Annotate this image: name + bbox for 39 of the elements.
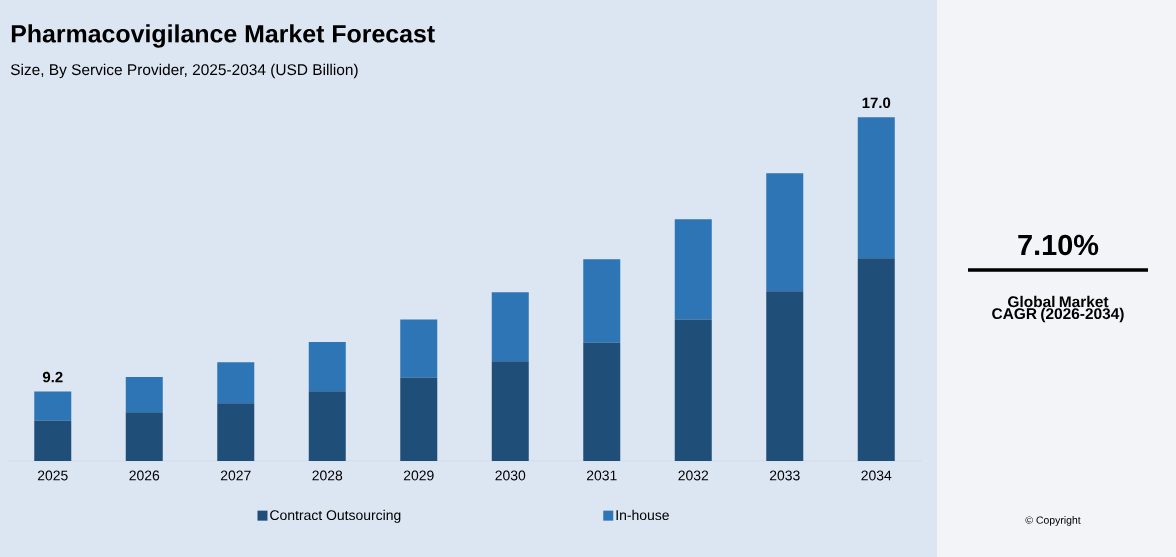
bar [308,391,346,461]
bar [857,117,895,259]
x-tick-label: 2031 [586,470,617,481]
x-tick-label: 2032 [678,470,709,481]
x-tick-label: 2029 [403,470,434,481]
bar [400,319,438,378]
bar [34,391,72,421]
bar [491,361,529,461]
legend-label: Contract Outsourcing [270,509,401,523]
bar [125,377,163,413]
bar [125,412,163,461]
x-tick-label: 2033 [769,470,800,481]
bar [34,420,72,461]
text: Global Market CAGR (2026-2034) [992,295,1124,323]
x-tick-label: 2034 [861,470,892,481]
x-tick-label: 2027 [220,470,251,481]
bar [674,219,712,320]
bar [583,259,621,343]
chart-subtitle: Size, By Service Provider, 2025-2034 (USD Billion) [10,63,358,79]
x-tick-label: 2026 [129,470,160,481]
annotation: 17.0 [862,97,891,109]
x-tick-label: 2030 [495,470,526,481]
bar [400,377,438,461]
bar [308,342,346,392]
bar [766,291,804,461]
x-tick-label: 2025 [37,470,68,481]
bar [766,173,804,292]
bar [217,362,255,404]
bar [491,292,529,362]
text: © Copyright [1025,516,1081,526]
bar [674,319,712,461]
annotation: 9.2 [42,371,63,383]
chart-title: Pharmacovigilance Market Forecast [11,24,435,48]
bar [857,258,895,461]
x-tick-label: 2028 [312,470,343,481]
text: 7.10% [1018,234,1099,256]
bar [217,403,255,461]
bar [583,342,621,461]
legend-label: In-house [616,509,669,521]
